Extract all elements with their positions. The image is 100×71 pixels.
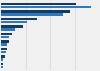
- Bar: [1, 28, 15, 31]
- Bar: [1, 48, 7, 50]
- Bar: [1, 21, 27, 23]
- Bar: [1, 6, 91, 9]
- Bar: [1, 43, 7, 46]
- Bar: [1, 18, 37, 20]
- Bar: [1, 10, 70, 13]
- Bar: [1, 66, 3, 68]
- Bar: [1, 36, 9, 38]
- Bar: [1, 51, 6, 53]
- Bar: [1, 62, 3, 65]
- Bar: [1, 58, 3, 61]
- Bar: [1, 33, 12, 35]
- Bar: [1, 55, 5, 58]
- Bar: [1, 40, 9, 43]
- Bar: [1, 13, 63, 16]
- Bar: [1, 3, 76, 5]
- Bar: [1, 25, 22, 28]
